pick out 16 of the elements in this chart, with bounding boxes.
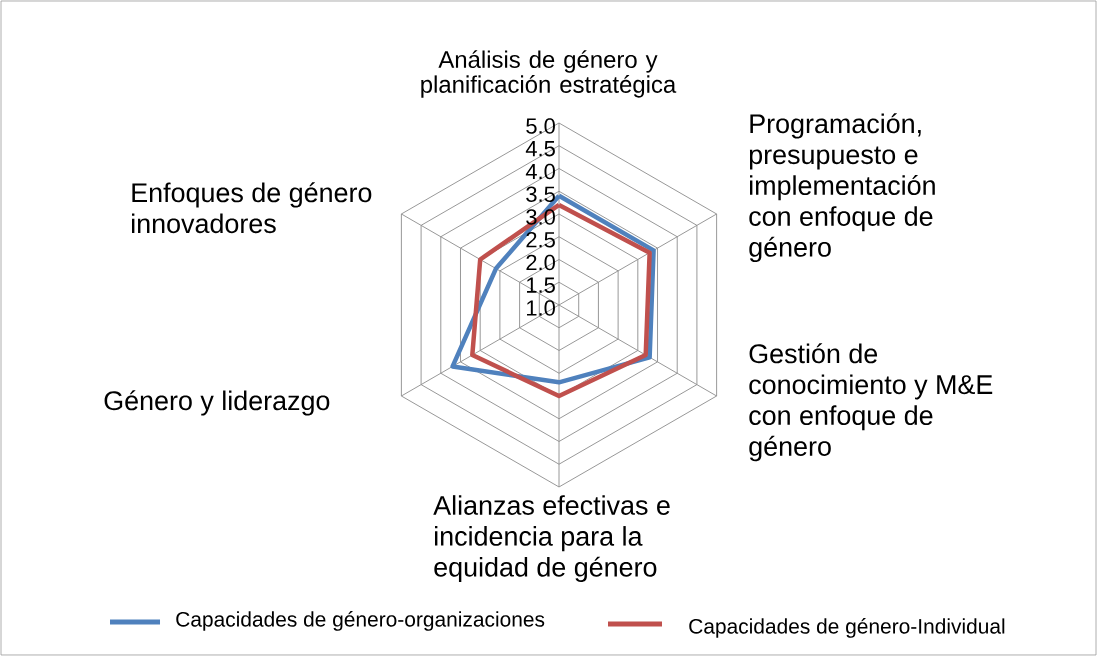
- legend-label: Capacidades de género-organizaciones: [176, 611, 545, 631]
- y-tick-label: 2.5: [526, 231, 555, 248]
- spoke-label: Género y liderazgo: [104, 390, 330, 416]
- y-tick-label: 4.0: [525, 163, 555, 180]
- y-tick-label: 1.0: [527, 300, 555, 316]
- y-tick-label: 5.0: [526, 118, 555, 134]
- legend-label: Capacidades de género-Individual: [689, 618, 1005, 638]
- spoke-label: Alianzas efectivas e incidencia para la equidad de género: [433, 495, 670, 583]
- y-tick-label: 1.5: [527, 277, 555, 293]
- y-tick-label: 3.5: [526, 186, 555, 202]
- spoke-label: Análisis de género y planificación estratégica: [421, 50, 677, 98]
- spoke-label: Enfoques de género innovadores: [132, 182, 372, 234]
- y-tick-label: 2.0: [526, 254, 555, 271]
- spoke-label: Programación, presupuesto e implementación con enfoque de género: [749, 113, 935, 263]
- spoke-label: Gestión de conocimiento y M&E con enfoque de género: [749, 343, 993, 462]
- y-tick-label: 4.5: [525, 141, 555, 157]
